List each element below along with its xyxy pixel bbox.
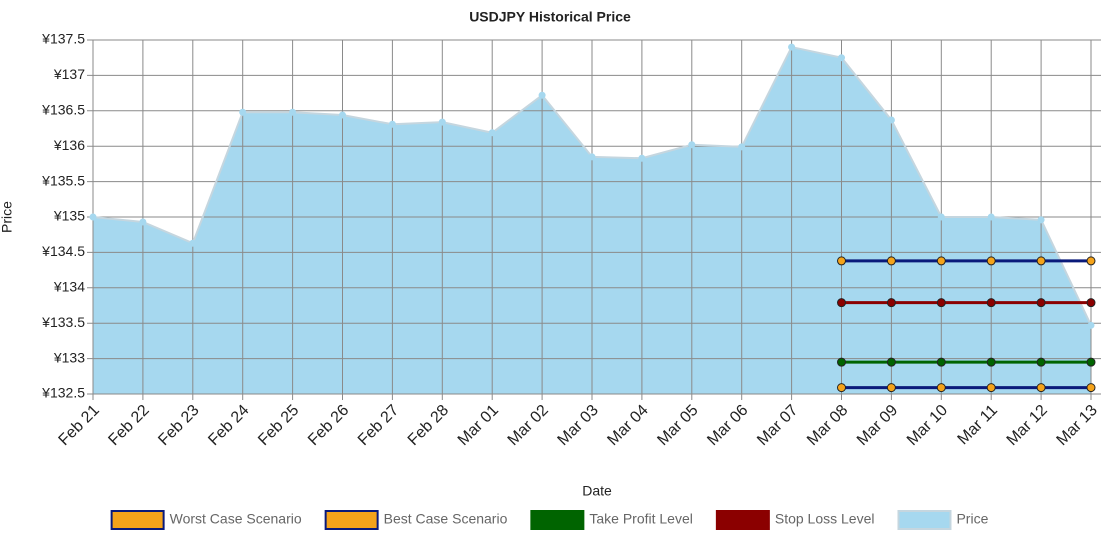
chart-title: USDJPY Historical Price <box>469 9 631 25</box>
x-tick-label: Mar 12 <box>1004 402 1051 449</box>
price-point <box>688 141 696 149</box>
y-tick-label: ¥134.5 <box>41 243 85 259</box>
y-tick-label: ¥136 <box>53 137 85 153</box>
y-tick-label: ¥135 <box>53 208 85 224</box>
level-point <box>886 256 896 266</box>
price-point <box>289 108 297 116</box>
level-point <box>837 298 846 308</box>
level-point <box>986 383 996 393</box>
price-point <box>937 213 945 221</box>
y-tick-label: ¥134 <box>53 279 85 295</box>
price-point <box>139 218 147 226</box>
y-axis-label: Price <box>0 201 15 233</box>
x-tick-label: Mar 06 <box>704 402 751 449</box>
legend-label: Take Profit Level <box>589 511 693 527</box>
price-point <box>239 108 247 116</box>
level-point <box>886 383 896 393</box>
legend-swatch <box>897 510 952 530</box>
legend-swatch <box>110 510 165 530</box>
x-tick-label: Mar 09 <box>854 402 901 449</box>
level-point <box>986 256 996 266</box>
legend-label: Stop Loss Level <box>775 511 875 527</box>
price-point <box>788 43 796 51</box>
level-point <box>1086 357 1096 367</box>
legend-swatch <box>715 510 770 530</box>
x-tick-label: Mar 07 <box>754 402 801 449</box>
price-point <box>438 118 446 126</box>
y-tick-label: ¥135.5 <box>41 172 85 188</box>
price-point <box>89 213 97 221</box>
level-point <box>886 357 896 367</box>
price-point <box>1087 321 1095 329</box>
x-tick-label: Mar 01 <box>455 402 502 449</box>
level-point <box>936 383 946 393</box>
x-tick-label: Mar 03 <box>555 402 602 449</box>
x-tick-label: Mar 13 <box>1054 402 1101 449</box>
level-point <box>837 383 846 393</box>
level-point <box>986 298 996 308</box>
price-point <box>887 116 895 124</box>
price-point <box>538 91 546 99</box>
level-point <box>986 357 996 367</box>
level-point <box>936 357 946 367</box>
x-tick-label: Mar 05 <box>654 402 701 449</box>
x-tick-label: Feb 21 <box>56 402 103 449</box>
price-point <box>339 111 346 119</box>
y-tick-label: ¥133 <box>53 349 85 365</box>
legend-label: Best Case Scenario <box>384 511 508 527</box>
level-point <box>1086 298 1096 308</box>
x-axis-label: Date <box>582 483 612 499</box>
price-point <box>588 153 596 161</box>
x-tick-label: Mar 04 <box>604 402 651 449</box>
level-point <box>886 298 896 308</box>
level-point <box>936 256 946 266</box>
x-tick-label: Feb 26 <box>305 402 352 449</box>
price-point <box>189 239 197 247</box>
x-tick-label: Feb 28 <box>405 402 452 449</box>
y-tick-label: ¥132.5 <box>41 385 85 401</box>
legend-label: Price <box>956 511 988 527</box>
x-tick-label: Feb 24 <box>205 402 252 449</box>
y-tick-label: ¥137 <box>53 66 85 82</box>
price-point <box>638 154 646 162</box>
x-tick-label: Mar 11 <box>955 402 1001 448</box>
level-point <box>1036 256 1046 266</box>
legend-swatch <box>324 510 379 530</box>
price-point <box>838 54 845 62</box>
x-tick-label: Feb 25 <box>255 402 302 449</box>
x-tick-label: Mar 02 <box>505 402 552 449</box>
y-tick-label: ¥137.5 <box>41 31 85 47</box>
level-point <box>936 298 946 308</box>
x-tick-label: Feb 27 <box>355 402 402 449</box>
legend-swatch <box>530 510 585 530</box>
x-tick-label: Feb 23 <box>155 402 202 449</box>
x-tick-label: Feb 22 <box>105 402 152 449</box>
legend-label: Worst Case Scenario <box>170 511 302 527</box>
level-point <box>837 357 846 367</box>
price-point <box>1037 216 1045 224</box>
level-point <box>837 256 846 266</box>
level-point <box>1036 357 1046 367</box>
x-tick-label: Mar 10 <box>904 402 951 449</box>
price-point <box>987 213 995 221</box>
price-point <box>738 143 746 151</box>
level-point <box>1086 383 1096 393</box>
y-tick-label: ¥136.5 <box>41 102 85 118</box>
level-point <box>1036 383 1046 393</box>
x-tick-label: Mar 08 <box>804 402 851 449</box>
price-point <box>488 129 496 137</box>
level-point <box>1086 256 1096 266</box>
level-point <box>1036 298 1046 308</box>
price-point <box>388 120 396 128</box>
y-tick-label: ¥133.5 <box>41 314 85 330</box>
